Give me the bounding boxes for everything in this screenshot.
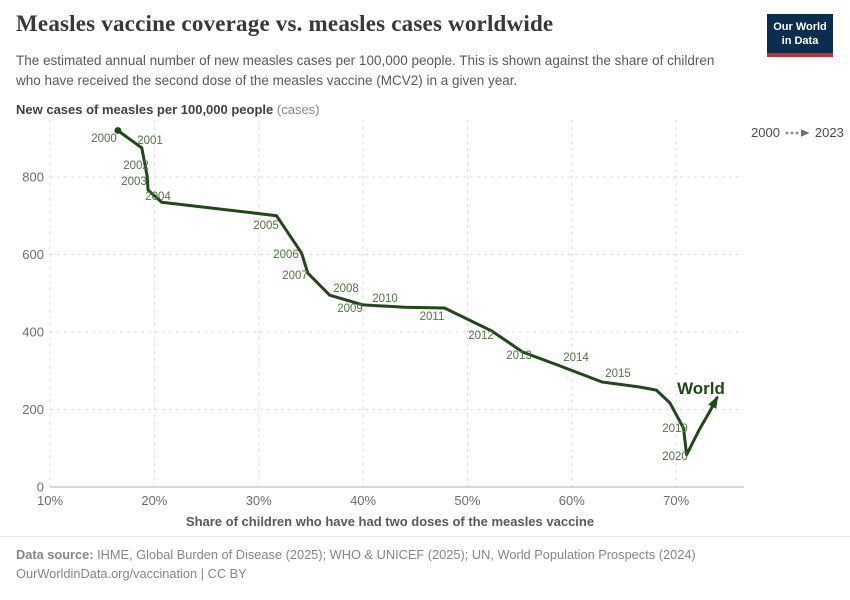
year-label: 2008: [333, 283, 359, 295]
x-axis-label: Share of children who have had two doses…: [185, 514, 595, 529]
data-source-text: IHME, Global Burden of Disease (2025); W…: [93, 547, 696, 562]
year-label: 2010: [372, 293, 398, 305]
chart-subtitle: The estimated annual number of new measl…: [16, 53, 715, 88]
y-axis-title-unit: (cases): [276, 102, 320, 117]
series-start-point: [114, 127, 122, 134]
year-label: 2019: [662, 423, 688, 435]
y-tick-label: 400: [22, 324, 44, 339]
owid-logo: Our World in Data: [767, 14, 833, 57]
timeline-end-year[interactable]: 2023: [814, 125, 844, 140]
year-label: 2005: [253, 220, 279, 232]
series-arrowhead-icon: [708, 395, 719, 409]
footer-divider: [0, 536, 850, 537]
y-tick-label: 600: [22, 247, 44, 262]
year-label: 2003: [121, 176, 147, 188]
y-axis-title: New cases of measles per 100,000 people …: [16, 102, 320, 117]
license-line: OurWorldinData.org/vaccination | CC BY: [16, 566, 247, 582]
x-tick-label: 70%: [663, 493, 689, 508]
y-tick-label: 800: [22, 169, 44, 184]
x-tick-label: 10%: [37, 493, 63, 508]
y-tick-label: 200: [22, 402, 44, 417]
owid-logo-line1: Our World: [773, 21, 827, 33]
y-tick-label: 0: [37, 480, 44, 495]
timeline-arrow-icon: [785, 128, 810, 137]
year-label: 2009: [337, 303, 363, 315]
page-title: Measles vaccine coverage vs. measles cas…: [16, 11, 554, 36]
year-label: 2011: [420, 311, 445, 323]
timeline-control[interactable]: 2000 2023: [751, 125, 844, 140]
year-label: 2014: [563, 352, 589, 364]
x-tick-label: 50%: [454, 493, 480, 508]
year-label: 2020: [662, 451, 688, 463]
data-source-label: Data source:: [16, 547, 94, 562]
x-tick-label: 60%: [559, 493, 585, 508]
year-label: 2015: [605, 368, 631, 380]
x-tick-label: 40%: [350, 493, 376, 508]
year-label: 2006: [273, 249, 299, 261]
chart-footer: Data source: IHME, Global Burden of Dise…: [16, 545, 816, 583]
year-label: 2001: [137, 135, 163, 147]
series-label-world: World: [677, 379, 725, 398]
y-axis-title-text: New cases of measles per 100,000 people: [16, 102, 274, 117]
world-series-line: [116, 129, 719, 457]
timeline-start-year[interactable]: 2000: [751, 125, 780, 140]
year-label: 2007: [282, 270, 308, 282]
year-label: 2002: [123, 160, 149, 172]
year-label: 2004: [145, 191, 171, 203]
x-tick-label: 30%: [246, 493, 272, 508]
data-source-line: Data source: IHME, Global Burden of Dise…: [16, 545, 816, 564]
year-label: 2000: [91, 133, 117, 145]
year-label: 2012: [468, 330, 494, 342]
year-label: 2013: [506, 350, 532, 362]
owid-logo-line2: in Data: [781, 35, 819, 48]
x-tick-label: 20%: [141, 493, 167, 508]
